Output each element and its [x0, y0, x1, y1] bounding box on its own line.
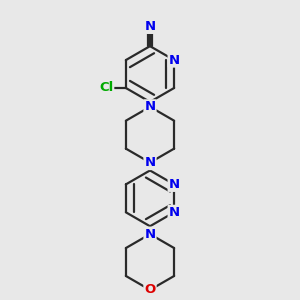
Text: N: N [169, 178, 180, 191]
Text: N: N [144, 100, 156, 113]
Text: N: N [144, 156, 156, 169]
Text: N: N [144, 228, 156, 241]
Text: N: N [169, 54, 180, 67]
Text: N: N [144, 20, 156, 33]
Text: O: O [144, 284, 156, 296]
Text: N: N [169, 206, 180, 219]
Text: Cl: Cl [99, 82, 113, 94]
